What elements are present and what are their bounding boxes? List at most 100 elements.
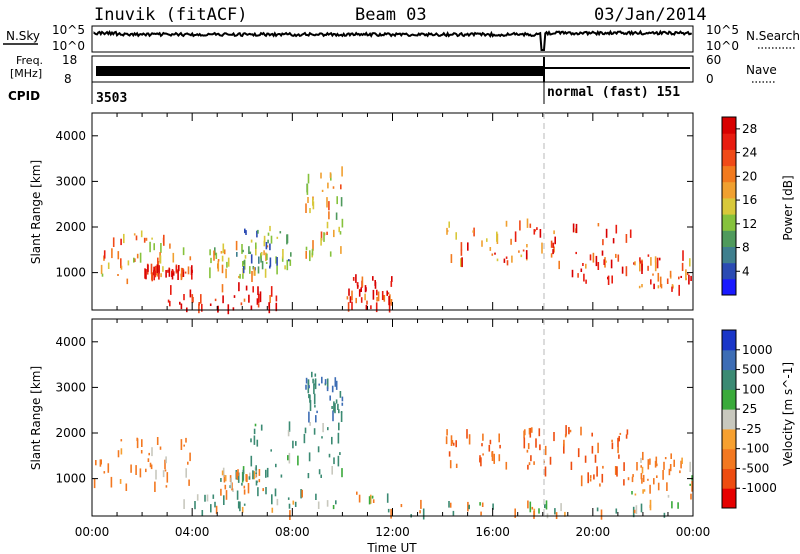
power-echo-cell [647, 265, 649, 271]
velocity-echo-cell [292, 440, 294, 449]
velocity-echo-cell [103, 471, 106, 474]
velocity-echo-cell [642, 489, 644, 494]
velocity-echo-cell [368, 496, 371, 505]
power-echo-cell [496, 231, 498, 242]
velocity-echo-cell [390, 508, 392, 519]
power-echo-cell [305, 246, 308, 251]
velocity-echo-cell [553, 432, 555, 442]
power-echo-cell [223, 249, 226, 255]
power-echo-cell [127, 260, 130, 266]
velocity-echo-cell [614, 466, 617, 475]
power-echo-cell [312, 240, 314, 251]
velocity-echo-cell [308, 385, 310, 389]
nave-label: Nave [746, 63, 777, 77]
power-echo-cell [615, 253, 617, 258]
power-colorbar-color-segment [722, 133, 736, 150]
velocity-echo-cell [446, 429, 448, 436]
power-colorbar-color-segment [722, 278, 736, 296]
power-echo-cell [629, 229, 632, 238]
nsky-tick-top: 10^5 [52, 23, 85, 37]
power-echo-cell [244, 255, 247, 259]
power-echo-cell [496, 258, 499, 262]
power-echo-cell [222, 243, 225, 254]
velocity-echo-cell [145, 468, 147, 473]
velocity-echo-cell [320, 474, 322, 478]
power-echo-cell [364, 293, 366, 301]
power-echo-cell [117, 251, 120, 260]
velocity-echo-cell [256, 439, 259, 447]
power-echo-cell [252, 266, 255, 270]
power-ytick-label: 2000 [55, 220, 86, 234]
power-echo-cell [170, 285, 172, 295]
velocity-echo-cell [636, 462, 638, 471]
power-echo-cell [552, 242, 555, 249]
power-echo-cell [257, 293, 260, 304]
velocity-echo-cell [204, 494, 206, 502]
power-echo-cell [167, 269, 169, 273]
velocity-echo-cell [340, 412, 343, 422]
velocity-echo-cell [185, 437, 187, 443]
power-echo-cell [486, 238, 488, 242]
power-echo-cell [602, 239, 604, 246]
velocity-echo-cell [591, 432, 593, 437]
power-echo-cell [481, 240, 483, 247]
power-echo-cell [519, 220, 521, 231]
velocity-echo-cell [338, 422, 340, 431]
velocity-echo-cell [159, 446, 162, 450]
power-echo-cell [263, 235, 266, 243]
velocity-echo-cell [326, 378, 329, 389]
power-echo-cell [522, 249, 525, 252]
power-colorbar-color-segment [722, 117, 736, 134]
power-echo-cell [269, 265, 271, 269]
velocity-echo-cell [266, 467, 269, 478]
velocity-echo-cell [538, 508, 540, 514]
power-echo-cell [260, 252, 263, 256]
power-echo-cell [639, 260, 642, 264]
power-echo-cell [638, 285, 641, 289]
power-echo-cell [541, 242, 543, 254]
velocity-echo-cell [314, 405, 316, 408]
power-echo-cell [210, 257, 212, 264]
power-echo-cell [571, 269, 574, 278]
power-echo-cell [656, 257, 659, 269]
velocity-echo-cell [335, 399, 338, 404]
power-echo-cell [461, 257, 463, 268]
power-echo-cell [446, 230, 449, 233]
power-echo-cell [365, 304, 368, 311]
power-echo-cell [489, 247, 492, 251]
velocity-echo-cell [230, 477, 232, 489]
velocity-echo-cell [468, 434, 471, 445]
velocity-echo-cell [641, 478, 643, 484]
velocity-echo-cell [680, 460, 682, 469]
power-echo-cell [597, 262, 600, 270]
power-echo-cell [189, 289, 192, 298]
power-echo-cell [312, 197, 314, 206]
velocity-colorbar: 1000 500 100 25 -25 -100 -500 -1000 [721, 329, 777, 509]
velocity-echo-cell [619, 432, 622, 435]
velocity-echo-cell [369, 494, 372, 504]
velocity-echo-cell [215, 505, 218, 514]
velocity-echo-cell [331, 406, 333, 409]
power-echo-cell [159, 255, 162, 264]
velocity-echo-cell [236, 490, 239, 500]
power-echo-cell [217, 260, 220, 272]
velocity-echo-cell [339, 452, 341, 455]
velocity-echo-cell [317, 501, 320, 509]
power-echo-cell [550, 253, 553, 258]
velocity-echo-cell [482, 453, 484, 456]
power-echo-cell [518, 250, 520, 253]
velocity-echo-cell [333, 401, 335, 412]
velocity-echo-cell [654, 460, 657, 468]
power-echo-cell [552, 249, 554, 255]
power-echo-cell [652, 273, 654, 276]
nsky-strip-frame [91, 25, 694, 53]
power-echo-cell [221, 264, 224, 274]
power-echo-cell [575, 251, 577, 255]
velocity-echo-cell [640, 503, 643, 513]
velocity-echo-cell [271, 507, 274, 513]
velocity-echo-cell [635, 505, 638, 514]
power-echo-cell [183, 294, 185, 301]
power-echo-cell [172, 271, 175, 276]
velocity-echo-cell [292, 500, 295, 505]
power-echo-cell [503, 258, 506, 263]
